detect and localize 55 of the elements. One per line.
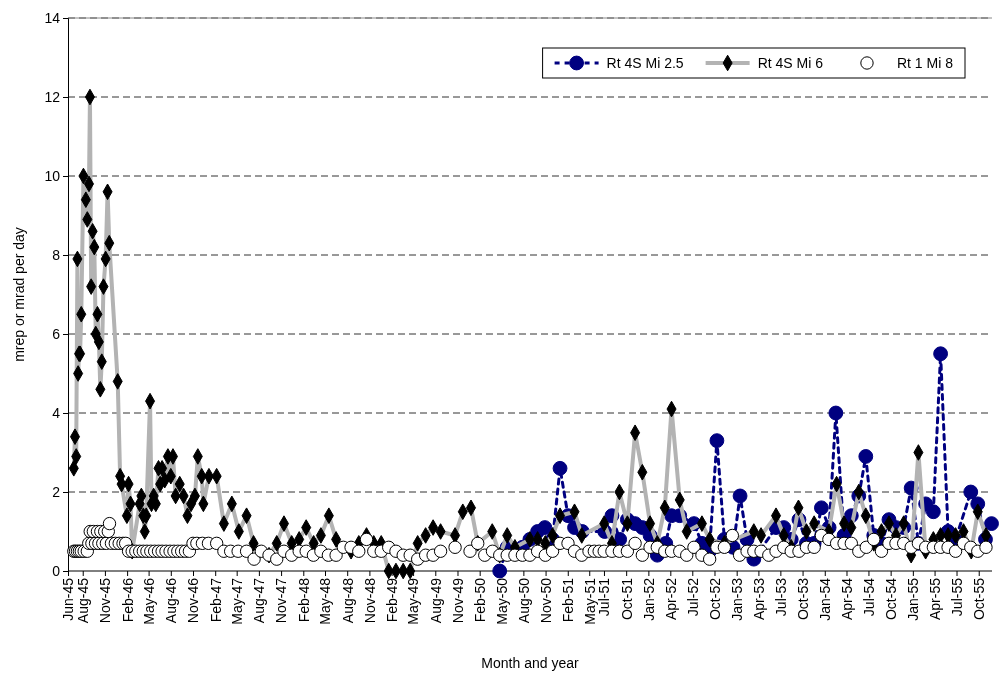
- y-tick-label: 14: [44, 9, 61, 26]
- x-tick-label: Feb-50: [472, 577, 489, 623]
- x-tick-label: Feb-49: [384, 577, 401, 623]
- x-tick-label: Nov-45: [97, 577, 114, 624]
- x-tick-label: Apr-53: [750, 577, 767, 621]
- x-tick-label: Nov-46: [185, 577, 202, 624]
- x-tick-label: Jan-53: [729, 577, 746, 621]
- x-tick-label: May-50: [493, 577, 510, 625]
- x-tick-label: Jan-54: [817, 577, 834, 621]
- y-axis-title: mrep or mrad per day: [11, 227, 27, 362]
- x-tick-label: Feb-48: [295, 577, 312, 623]
- x-tick-label: Apr-52: [662, 577, 679, 621]
- x-tick-label: May-47: [229, 577, 246, 625]
- x-tick-label: Jun-45: [60, 577, 77, 621]
- x-tick-label: Jul-55: [948, 577, 965, 617]
- x-tick-label: Aug-48: [339, 577, 356, 624]
- x-tick-label: Jan-52: [640, 577, 657, 621]
- x-tick-label: Feb-51: [560, 577, 577, 623]
- x-tick-label: Apr-54: [838, 577, 855, 621]
- x-tick-label: Oct-54: [883, 577, 900, 621]
- x-tick-label: Nov-49: [449, 577, 466, 624]
- x-tick-label: Oct-53: [794, 577, 811, 621]
- y-tick-label: 6: [52, 325, 61, 342]
- x-tick-label: Jul-53: [772, 577, 789, 617]
- x-tick-label: Nov-50: [537, 577, 554, 624]
- y-tick-label: 2: [52, 483, 61, 500]
- x-tick-label: Nov-47: [273, 577, 290, 624]
- x-tick-label: Jul-54: [860, 577, 877, 617]
- x-tick-label: May-48: [317, 577, 334, 625]
- x-tick-label: Nov-48: [361, 577, 378, 624]
- y-tick-label: 0: [52, 562, 61, 579]
- x-tick-label: Jan-55: [905, 577, 922, 621]
- legend-label: Rt 4S Mi 2.5: [606, 54, 684, 71]
- legend-label: Rt 4S Mi 6: [757, 54, 824, 71]
- x-tick-label: Aug-50: [515, 577, 532, 624]
- x-tick-label: Feb-47: [207, 577, 224, 623]
- y-tick-label: 4: [52, 404, 61, 421]
- x-axis-title: Month and year: [481, 655, 579, 671]
- x-tick-label: Aug-45: [75, 577, 92, 624]
- y-tick-label: 12: [44, 88, 61, 105]
- x-tick-label: Oct-55: [971, 577, 988, 621]
- x-tick-label: Aug-47: [251, 577, 268, 624]
- x-tick-label: May-51: [581, 577, 598, 625]
- x-tick-label: Feb-46: [119, 577, 136, 623]
- x-tick-label: Apr-55: [926, 577, 943, 621]
- x-tick-label: Oct-52: [706, 577, 723, 621]
- x-tick-label: May-46: [141, 577, 157, 625]
- x-tick-label: Aug-46: [163, 577, 180, 624]
- legend-label: Rt 1 Mi 8: [896, 54, 954, 71]
- x-tick-label: May-49: [405, 577, 422, 625]
- y-tick-label: 8: [52, 246, 61, 263]
- x-tick-label: Jul-52: [684, 577, 701, 617]
- x-tick-label: Oct-51: [618, 577, 635, 621]
- y-tick-label: 10: [44, 167, 61, 184]
- x-tick-label: Aug-49: [427, 577, 444, 624]
